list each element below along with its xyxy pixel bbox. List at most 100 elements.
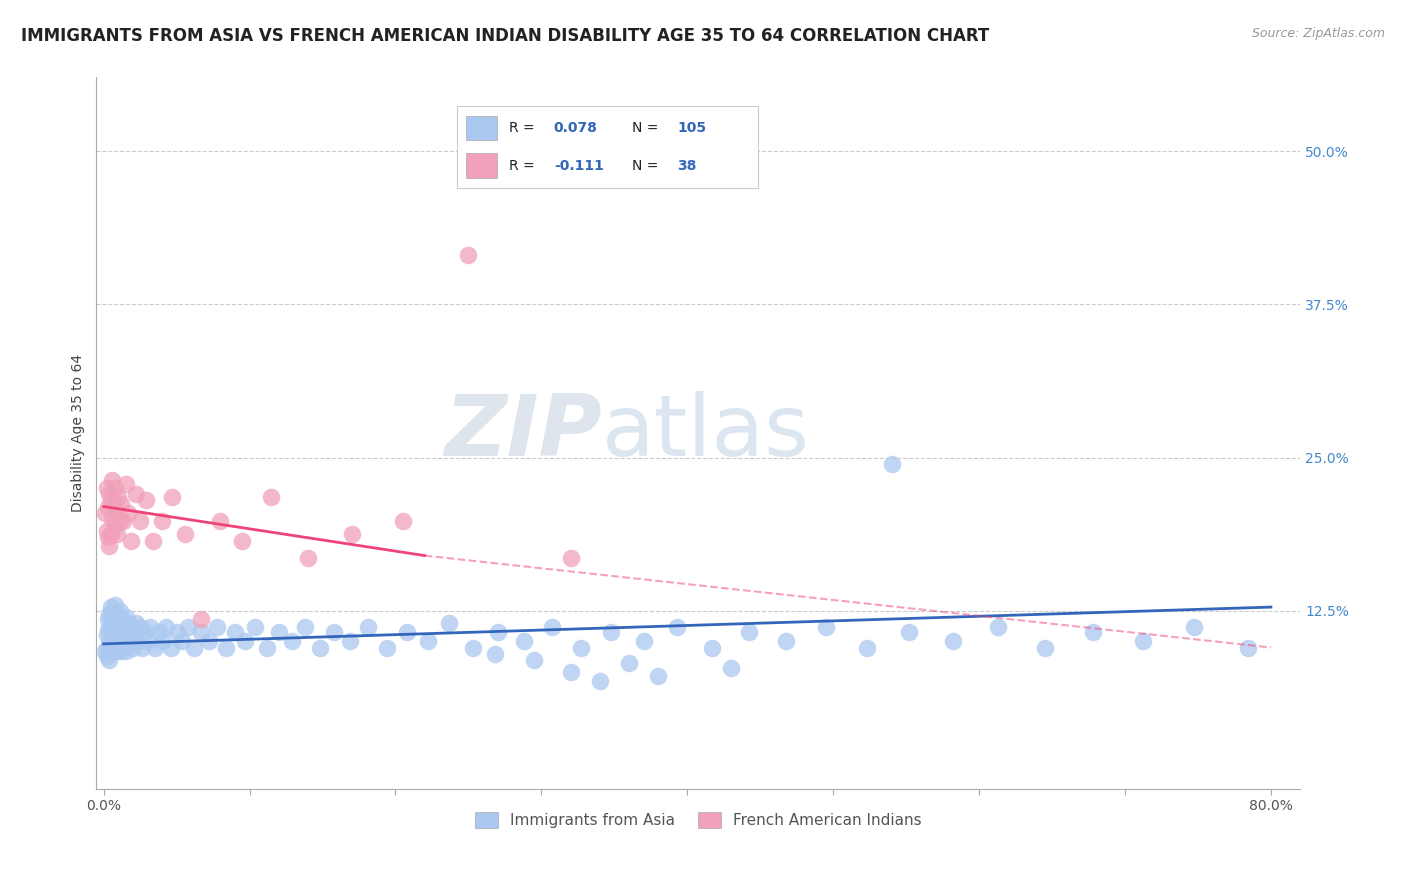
Point [267, 624, 290, 639]
Point [103, 500, 125, 514]
Point [134, 624, 156, 639]
Point [898, 624, 921, 639]
Point [111, 624, 134, 639]
Point [281, 634, 304, 648]
Point [339, 634, 361, 648]
Point [484, 647, 506, 661]
Point [108, 628, 131, 642]
Point [103, 640, 125, 655]
Point [117, 506, 139, 520]
Point [880, 457, 903, 471]
Point [96, 481, 118, 495]
Point [101, 612, 124, 626]
Point [375, 640, 398, 655]
Point [101, 628, 124, 642]
Point [120, 620, 142, 634]
Point [108, 514, 131, 528]
Point [96, 628, 118, 642]
Point [98, 653, 121, 667]
Point [118, 634, 141, 648]
Point [148, 624, 170, 639]
Point [117, 615, 139, 630]
Point [357, 620, 380, 634]
Point [439, 615, 461, 630]
Point [700, 640, 723, 655]
Point [308, 640, 330, 655]
Point [111, 514, 134, 528]
Point [105, 644, 128, 658]
Point [457, 248, 479, 262]
Point [215, 640, 238, 655]
Point [416, 634, 439, 648]
Point [942, 634, 965, 648]
Point [142, 533, 165, 548]
Point [207, 620, 229, 634]
Point [560, 551, 582, 566]
Point [98, 487, 121, 501]
Point [110, 612, 132, 626]
Point [190, 624, 212, 639]
Point [256, 640, 278, 655]
Point [231, 533, 253, 548]
Point [104, 615, 127, 630]
Point [197, 634, 219, 648]
Point [96, 649, 118, 664]
Point [391, 514, 413, 528]
Point [96, 524, 118, 538]
Point [461, 640, 484, 655]
Point [100, 620, 122, 634]
Point [111, 615, 134, 630]
Point [101, 473, 124, 487]
Text: ZIP: ZIP [444, 392, 602, 475]
Point [129, 620, 152, 634]
Point [104, 634, 127, 648]
Point [124, 624, 146, 639]
Point [1236, 640, 1258, 655]
Point [737, 624, 759, 639]
Point [114, 477, 136, 491]
Point [589, 673, 612, 688]
Text: Source: ZipAtlas.com: Source: ZipAtlas.com [1251, 27, 1385, 40]
Point [129, 514, 152, 528]
Point [245, 620, 267, 634]
Text: IMMIGRANTS FROM ASIA VS FRENCH AMERICAN INDIAN DISABILITY AGE 35 TO 64 CORRELATI: IMMIGRANTS FROM ASIA VS FRENCH AMERICAN … [21, 27, 990, 45]
Point [633, 634, 655, 648]
Point [260, 490, 283, 504]
Point [190, 612, 212, 626]
Point [101, 644, 124, 658]
Point [814, 620, 837, 634]
Point [720, 661, 742, 675]
Point [647, 669, 669, 683]
Point [97, 612, 120, 626]
Point [120, 533, 142, 548]
Point [114, 610, 136, 624]
Point [540, 620, 562, 634]
Point [104, 481, 127, 495]
Point [775, 634, 797, 648]
Point [101, 512, 124, 526]
Point [97, 622, 120, 636]
Point [112, 634, 135, 648]
Point [108, 604, 131, 618]
Point [224, 624, 246, 639]
Point [174, 526, 197, 541]
Point [104, 598, 127, 612]
Point [100, 600, 122, 615]
Point [110, 644, 132, 658]
Point [103, 624, 125, 639]
Point [110, 497, 132, 511]
Point [97, 500, 120, 514]
Point [103, 607, 125, 622]
Y-axis label: Disability Age 35 to 64: Disability Age 35 to 64 [72, 354, 86, 512]
Point [1033, 640, 1056, 655]
Point [105, 612, 128, 626]
Point [125, 615, 148, 630]
Point [600, 624, 623, 639]
Point [100, 526, 122, 541]
Point [1132, 634, 1154, 648]
Point [340, 526, 363, 541]
Point [104, 517, 127, 532]
Point [114, 644, 136, 658]
Point [135, 493, 157, 508]
Point [100, 493, 122, 508]
